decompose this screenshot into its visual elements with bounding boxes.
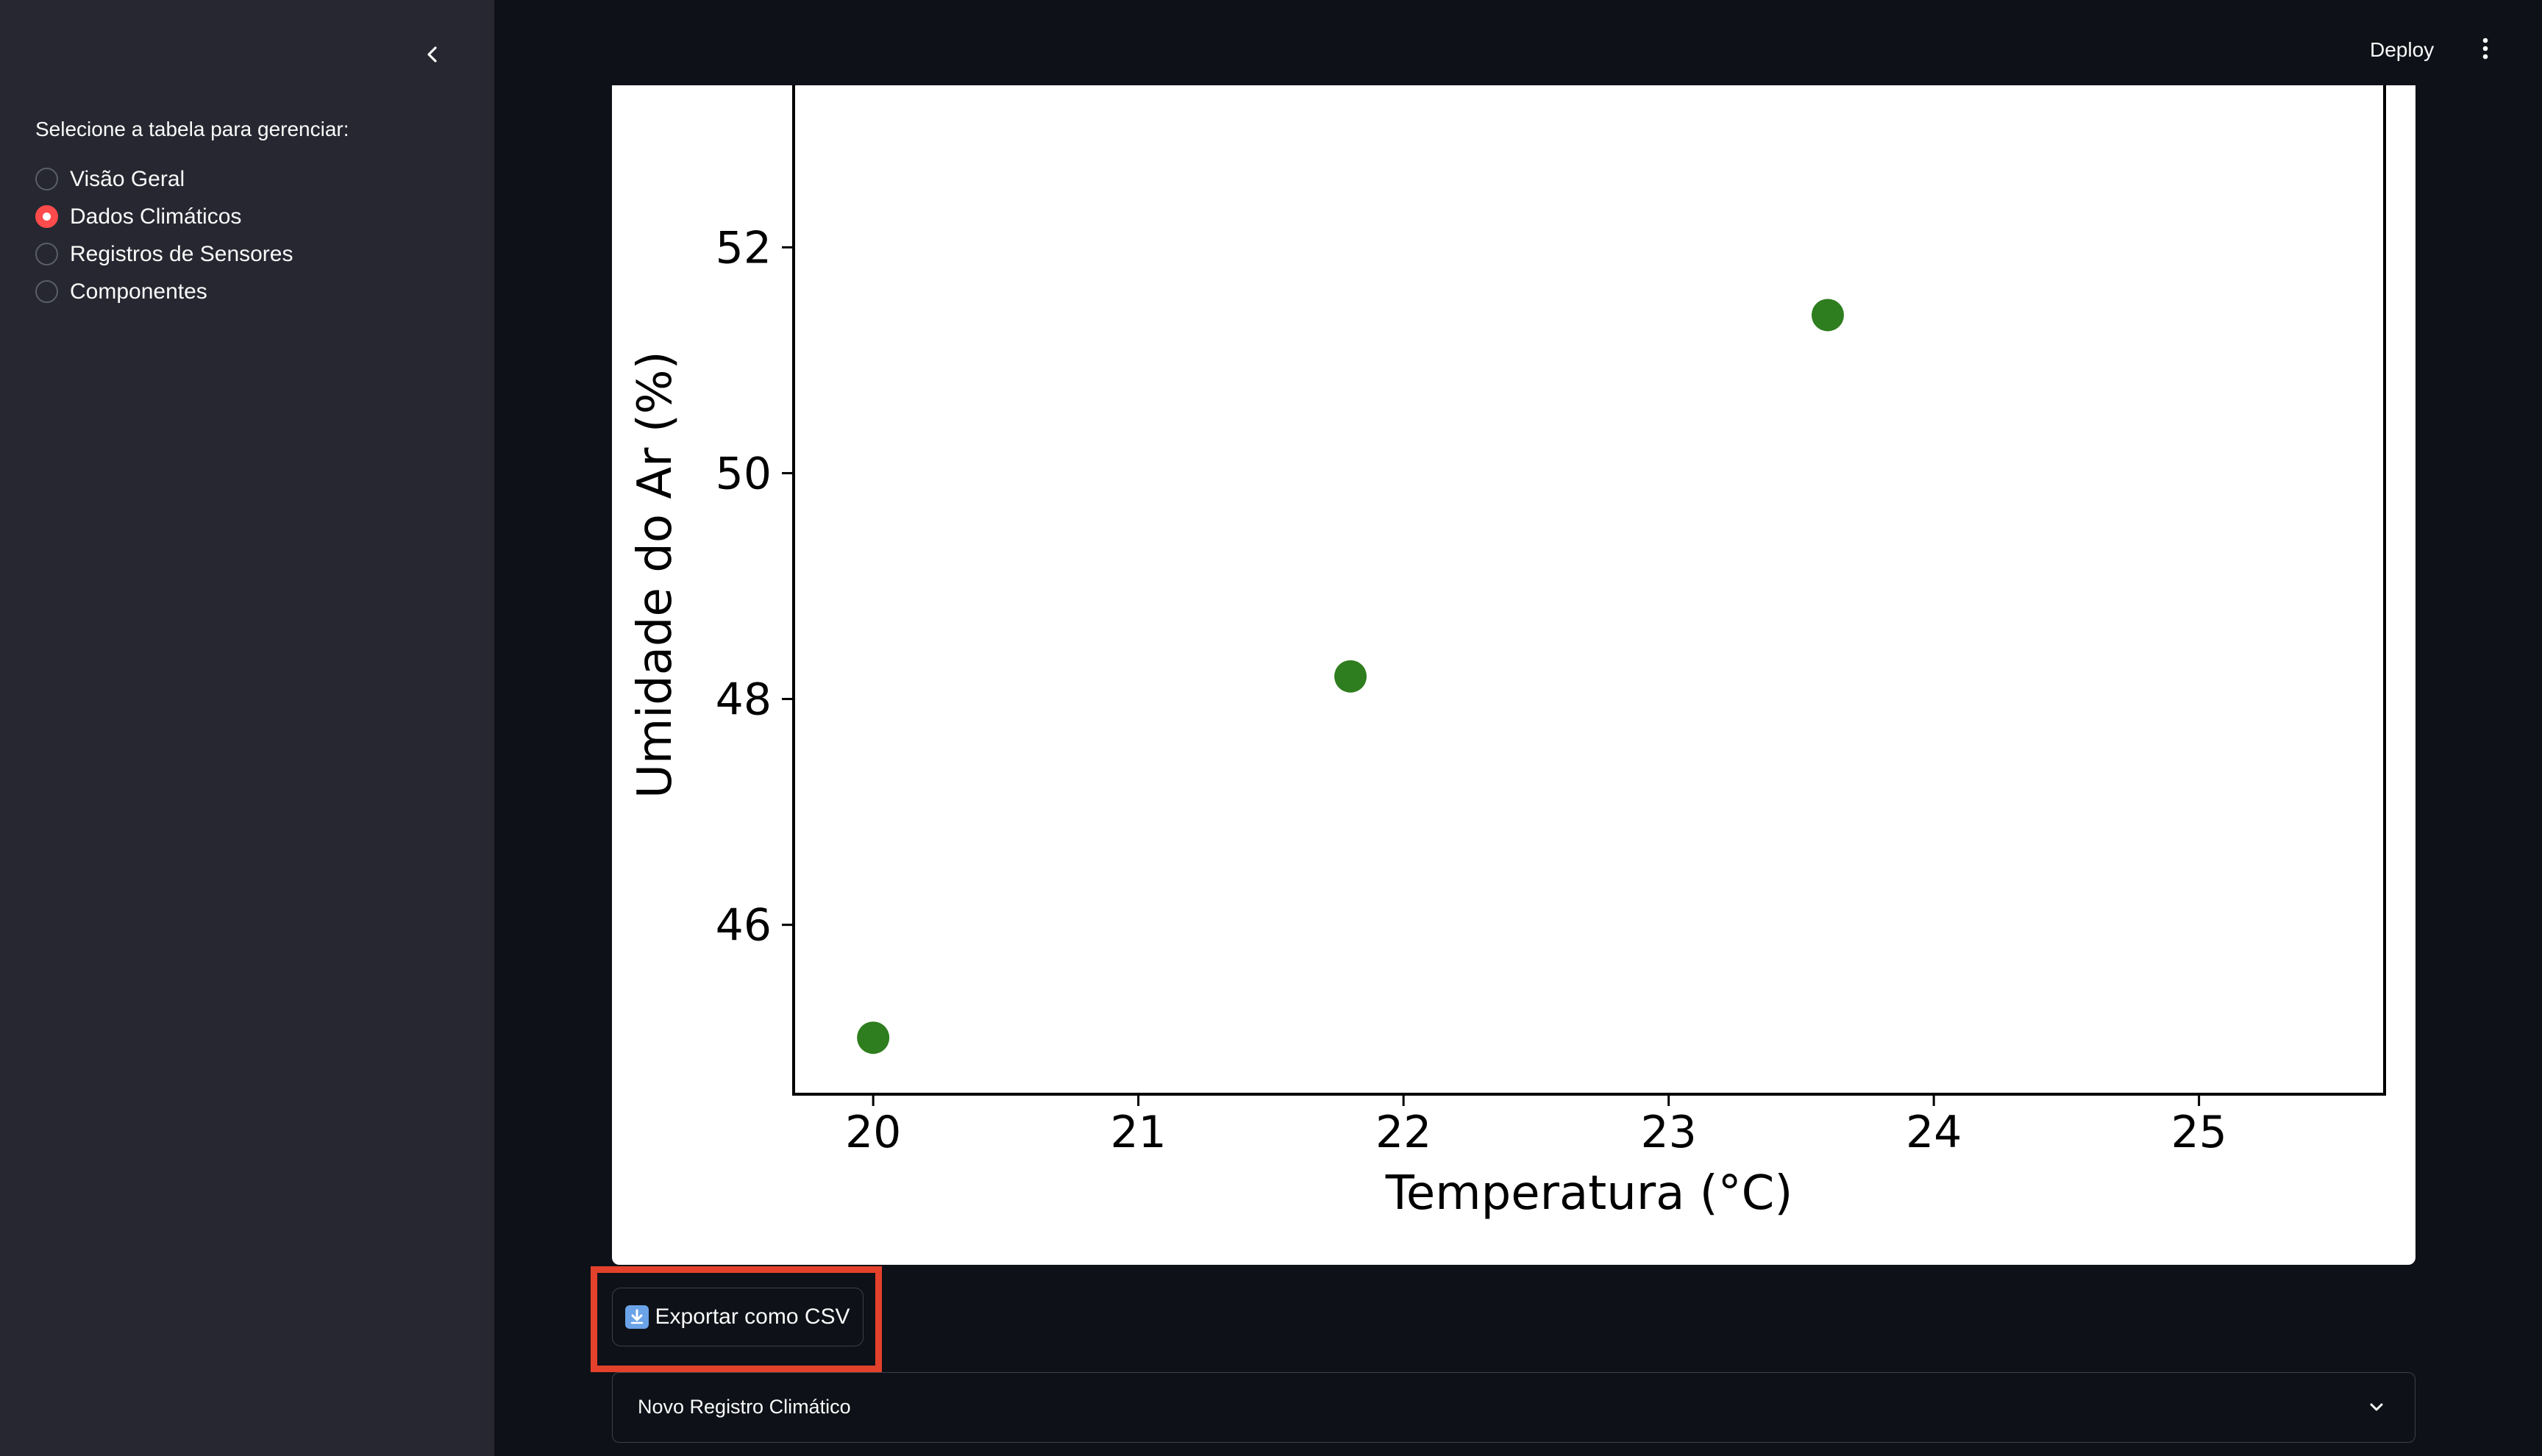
new-record-expander[interactable]: Novo Registro Climático (612, 1372, 2415, 1443)
radio-group-label: Selecione a tabela para gerenciar: (35, 118, 349, 140)
data-point (1334, 660, 1367, 693)
export-csv-button[interactable]: Exportar como CSV (612, 1288, 864, 1346)
y-tick-label: 52 (716, 222, 772, 274)
expander-title: Novo Registro Climático (638, 1396, 851, 1418)
x-tick-label: 25 (2171, 1107, 2226, 1158)
deploy-button[interactable]: Deploy (2370, 38, 2435, 61)
radio-option-label: Componentes (70, 279, 207, 304)
collapse-sidebar-button[interactable] (415, 38, 450, 74)
x-tick-label: 22 (1375, 1107, 1431, 1158)
scatter-chart: 20 21 22 23 24 25 46 48 50 52 Temperatura (°C) Umid… (628, 85, 2386, 1221)
radio-button-selected[interactable] (35, 205, 58, 228)
radio-option-visao-geral[interactable]: Visão Geral (35, 160, 293, 198)
y-tick-label: 50 (716, 448, 772, 499)
radio-option-dados-climaticos[interactable]: Dados Climáticos (35, 198, 293, 235)
x-tick-label: 21 (1110, 1107, 1166, 1158)
export-csv-label: Exportar como CSV (655, 1305, 850, 1329)
data-point (857, 1021, 890, 1054)
download-icon (625, 1305, 649, 1329)
sidebar: Selecione a tabela para gerenciar: Visão… (0, 0, 494, 1456)
radio-option-label: Dados Climáticos (70, 204, 242, 229)
top-header (494, 0, 2542, 85)
plot-frame (792, 85, 2386, 1096)
data-point (1811, 299, 1844, 332)
scatter-chart-card: 20 21 22 23 24 25 46 48 50 52 Temperatura (°C) Umid… (612, 85, 2415, 1265)
y-axis-label: Umidade do Ar (%) (628, 351, 683, 798)
x-tick-label: 20 (845, 1107, 901, 1158)
y-tick-label: 48 (716, 674, 772, 726)
radio-button[interactable] (35, 168, 58, 190)
radio-option-registros-de-sensores[interactable]: Registros de Sensores (35, 235, 293, 273)
radio-button[interactable] (35, 243, 58, 265)
radio-button[interactable] (35, 280, 58, 303)
radio-option-label: Visão Geral (70, 166, 185, 191)
main-menu-button[interactable] (2474, 32, 2496, 68)
highlight-annotation (591, 1266, 882, 1372)
vertical-dots-icon (2482, 38, 2489, 63)
table-radio-group: Visão Geral Dados Climáticos Registros d… (35, 160, 293, 310)
x-tick-label: 23 (1640, 1107, 1696, 1158)
y-tick-label: 46 (716, 900, 772, 952)
chevron-down-icon[interactable] (2368, 1373, 2385, 1441)
radio-option-componentes[interactable]: Componentes (35, 273, 293, 310)
chevron-left-icon (423, 45, 442, 68)
x-axis-label: Temperatura (°C) (1385, 1166, 1793, 1221)
x-tick-label: 24 (1906, 1107, 1962, 1158)
radio-option-label: Registros de Sensores (70, 241, 293, 266)
